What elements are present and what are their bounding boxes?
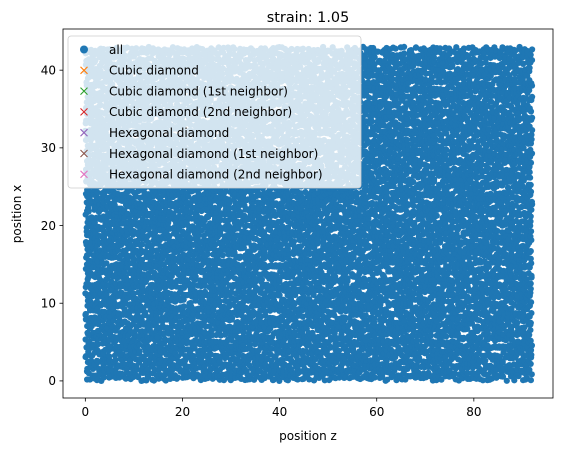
data-point	[144, 239, 151, 246]
data-point	[85, 208, 92, 215]
data-point	[103, 260, 110, 267]
data-point	[106, 353, 113, 360]
data-point	[103, 291, 110, 299]
data-point	[133, 295, 140, 302]
data-point	[115, 310, 122, 317]
data-point	[91, 219, 98, 226]
data-point	[130, 353, 137, 360]
data-point	[258, 276, 265, 283]
data-point	[139, 319, 146, 326]
data-point	[112, 280, 119, 287]
data-point	[121, 306, 128, 313]
data-point	[219, 252, 226, 259]
data-point	[94, 189, 101, 196]
data-point	[142, 248, 149, 255]
data-point	[91, 314, 98, 321]
data-point	[290, 238, 297, 245]
data-point	[139, 256, 146, 263]
data-point	[154, 334, 161, 341]
data-point	[145, 344, 152, 351]
data-point	[157, 348, 164, 355]
data-point	[82, 239, 90, 246]
data-point	[273, 200, 280, 207]
data-point	[118, 370, 125, 377]
data-point	[148, 329, 155, 336]
data-point	[145, 191, 152, 198]
data-point	[115, 247, 122, 254]
data-point	[243, 205, 250, 212]
data-point	[139, 228, 147, 235]
data-point	[127, 314, 134, 321]
data-point	[127, 236, 134, 244]
data-point	[145, 373, 152, 381]
data-point	[275, 291, 283, 298]
data-point	[138, 241, 146, 248]
data-point	[127, 357, 134, 364]
data-point	[142, 357, 149, 364]
data-point	[136, 314, 143, 321]
data-point	[136, 348, 143, 355]
data-point	[186, 234, 193, 241]
data-point	[101, 308, 108, 315]
data-point	[100, 374, 107, 381]
data-point	[145, 198, 152, 205]
data-point	[124, 210, 131, 217]
data-point	[145, 225, 152, 232]
data-point	[94, 358, 101, 365]
data-point	[154, 247, 161, 254]
data-point	[142, 309, 149, 316]
data-point	[150, 377, 158, 384]
data-point	[136, 333, 143, 340]
data-point	[106, 313, 113, 320]
data-point	[94, 341, 102, 348]
data-point	[106, 343, 114, 350]
data-point	[82, 310, 89, 318]
data-point	[134, 372, 141, 380]
data-point	[195, 191, 202, 198]
data-point	[112, 356, 119, 364]
data-point	[121, 269, 128, 276]
data-point	[124, 252, 131, 259]
data-point	[118, 241, 125, 248]
